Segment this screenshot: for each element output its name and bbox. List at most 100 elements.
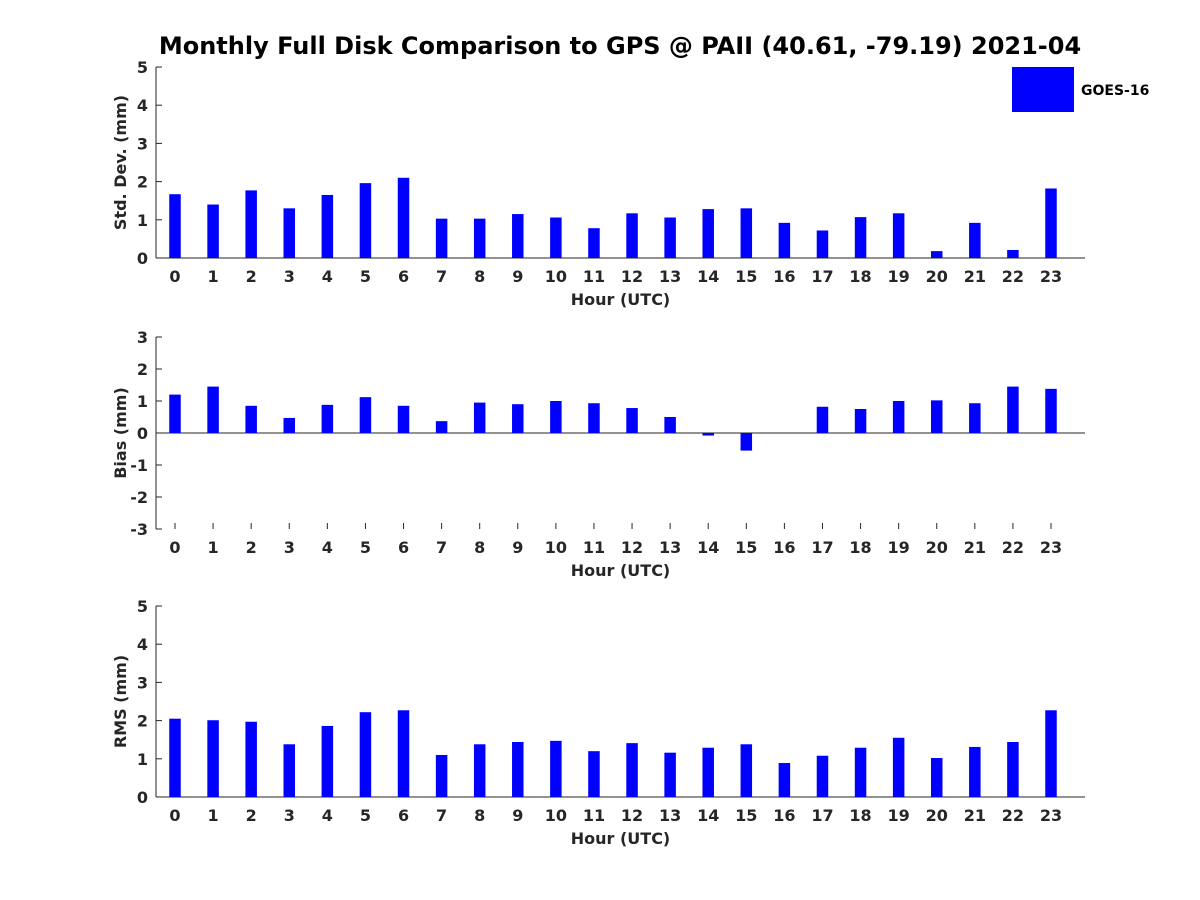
- x-tick-label: 12: [621, 806, 643, 825]
- x-tick-label: 9: [512, 267, 523, 286]
- x-tick-label: 15: [735, 806, 757, 825]
- bar: [892, 737, 905, 797]
- x-tick-label: 3: [284, 267, 295, 286]
- bar: [359, 183, 372, 258]
- bar: [626, 743, 638, 797]
- y-tick-label: 0: [137, 249, 148, 268]
- bar: [1007, 741, 1019, 797]
- bar: [1045, 188, 1057, 258]
- bar: [207, 386, 219, 433]
- x-tick-label: 23: [1040, 538, 1062, 557]
- bar: [892, 401, 905, 433]
- bar: [245, 721, 257, 797]
- x-tick-label: 5: [360, 267, 371, 286]
- bar: [283, 208, 296, 258]
- bar: [359, 397, 372, 433]
- x-tick-label: 1: [208, 538, 219, 557]
- x-tick-label: 14: [697, 806, 719, 825]
- bar: [854, 747, 867, 797]
- bar: [702, 209, 714, 258]
- x-tick-label: 9: [512, 538, 523, 557]
- x-tick-label: 15: [735, 538, 757, 557]
- x-tick-label: 0: [169, 806, 180, 825]
- bar: [207, 204, 219, 258]
- x-tick-label: 17: [811, 538, 833, 557]
- x-tick-label: 19: [888, 806, 910, 825]
- bar: [550, 740, 562, 797]
- bar: [778, 222, 791, 258]
- y-axis-label: Std. Dev. (mm): [111, 95, 130, 230]
- bar: [816, 230, 829, 258]
- bar: [930, 400, 943, 433]
- bar: [816, 406, 829, 433]
- y-tick-label: 1: [137, 750, 148, 769]
- x-tick-label: 8: [474, 267, 485, 286]
- x-tick-label: 13: [659, 538, 681, 557]
- x-tick-label: 14: [697, 267, 719, 286]
- bar: [892, 213, 905, 258]
- bar: [969, 746, 981, 797]
- x-tick-label: 9: [512, 806, 523, 825]
- bar: [435, 218, 448, 258]
- bar: [1007, 249, 1019, 258]
- bar: [473, 744, 486, 797]
- x-tick-label: 23: [1040, 267, 1062, 286]
- x-tick-label: 19: [888, 538, 910, 557]
- x-tick-label: 17: [811, 806, 833, 825]
- y-axis-label: RMS (mm): [111, 655, 130, 748]
- x-tick-label: 22: [1002, 267, 1024, 286]
- x-tick-label: 20: [926, 538, 948, 557]
- x-tick-label: 12: [621, 538, 643, 557]
- bar: [930, 251, 943, 258]
- x-tick-label: 10: [545, 267, 567, 286]
- y-tick-label: 3: [137, 673, 148, 692]
- y-tick-label: 2: [137, 360, 148, 379]
- x-tick-label: 20: [926, 806, 948, 825]
- x-tick-label: 4: [322, 806, 333, 825]
- bar: [435, 754, 448, 797]
- x-tick-label: 18: [849, 267, 871, 286]
- bar: [359, 712, 372, 797]
- x-tick-label: 18: [849, 538, 871, 557]
- y-tick-label: 3: [137, 134, 148, 153]
- x-tick-label: 21: [964, 267, 986, 286]
- x-axis-label: Hour (UTC): [571, 561, 671, 580]
- y-tick-label: 5: [137, 58, 148, 77]
- chart-title: Monthly Full Disk Comparison to GPS @ PA…: [159, 32, 1081, 60]
- y-tick-label: 1: [137, 392, 148, 411]
- bar: [626, 213, 638, 258]
- bar: [626, 408, 638, 433]
- bar: [664, 417, 676, 433]
- bar: [397, 710, 410, 797]
- x-tick-label: 20: [926, 267, 948, 286]
- bar: [930, 758, 943, 797]
- x-tick-label: 13: [659, 267, 681, 286]
- x-tick-label: 22: [1002, 538, 1024, 557]
- x-tick-label: 16: [773, 267, 795, 286]
- y-tick-label: 3: [137, 328, 148, 347]
- bar: [321, 725, 334, 797]
- bar: [702, 433, 714, 436]
- bar: [512, 214, 524, 258]
- bar: [397, 177, 410, 258]
- legend: GOES-16: [1012, 67, 1149, 112]
- x-tick-label: 21: [964, 538, 986, 557]
- bar: [207, 720, 219, 797]
- x-axis-label: Hour (UTC): [571, 829, 671, 848]
- bar: [816, 755, 829, 797]
- x-tick-label: 16: [773, 806, 795, 825]
- y-tick-label: 1: [137, 211, 148, 230]
- bar: [588, 403, 600, 433]
- bar: [321, 404, 334, 433]
- x-tick-label: 4: [322, 267, 333, 286]
- bar: [245, 405, 257, 433]
- bar: [169, 194, 181, 258]
- x-tick-label: 1: [208, 267, 219, 286]
- bar: [1045, 388, 1057, 433]
- y-tick-label: 5: [137, 597, 148, 616]
- bar: [740, 208, 753, 258]
